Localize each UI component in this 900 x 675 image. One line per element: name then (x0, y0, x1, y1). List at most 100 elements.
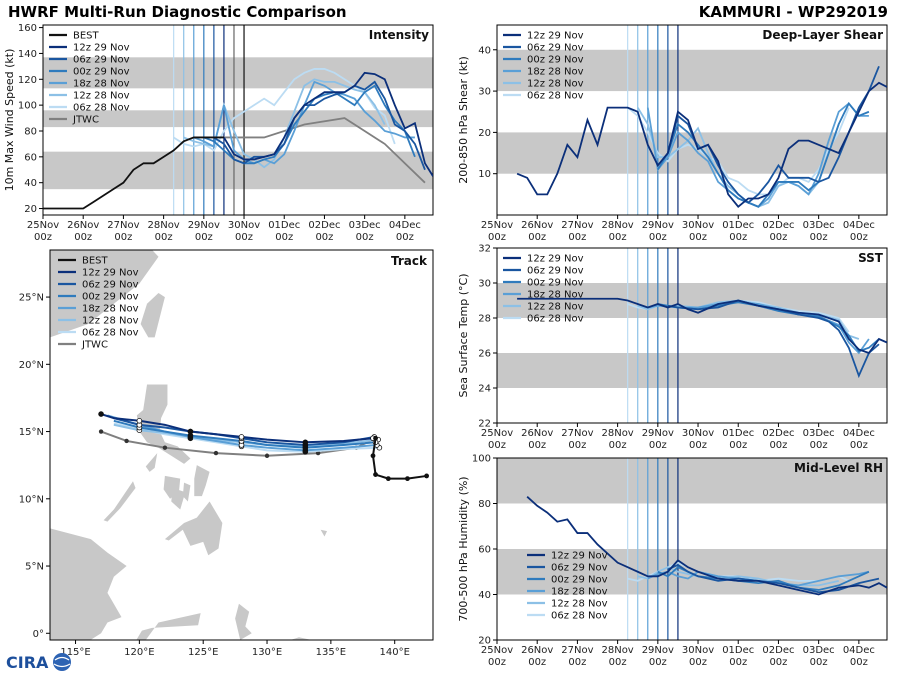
y-tick-label: 160 (18, 23, 37, 34)
shaded-band (497, 458, 887, 504)
x-tick-label: 00z (850, 440, 868, 451)
land-cebu (182, 482, 191, 502)
shaded-band (497, 353, 887, 388)
x-tick-label: 00z (649, 657, 667, 668)
x-tick-label: 29Nov (642, 428, 674, 439)
shaded-band (43, 151, 433, 190)
shaded-band (497, 49, 887, 92)
x-tick-label: 30Nov (682, 645, 714, 656)
legend-label: 06z 29 Nov (527, 266, 584, 277)
lon-tick-label: 130°E (252, 647, 282, 658)
y-tick-label: 20 (478, 128, 491, 139)
legend-label: BEST (73, 31, 100, 42)
panel-title: SST (858, 251, 884, 265)
model-track-point (136, 417, 143, 424)
x-tick-label: 04Dec (389, 220, 421, 231)
x-tick-label: 27Nov (561, 220, 593, 231)
x-tick-label: 00z (568, 440, 586, 451)
best-track (371, 438, 427, 480)
page-title: HWRF Multi-Run Diagnostic Comparison (8, 3, 347, 21)
legend-label: 00z 29 Nov (527, 278, 584, 289)
legend-label: 12z 29 Nov (551, 551, 608, 562)
y-tick-label: 24 (478, 384, 491, 395)
lon-tick-label: 120°E (124, 647, 154, 658)
model-track-3 (107, 414, 377, 452)
y-tick-label: 120 (18, 75, 37, 86)
plot-frame (42, 24, 434, 216)
x-tick-label: 04Dec (843, 220, 875, 231)
shaded-band (497, 549, 887, 595)
legend-label: 12z 29 Nov (82, 268, 139, 279)
land-palawan (103, 481, 136, 522)
land-halmahera (235, 603, 252, 640)
x-tick-label: 25Nov (481, 428, 513, 439)
land-luzon (136, 384, 191, 464)
best-track-point (373, 435, 378, 441)
cira-logo-text: CIRA (6, 653, 49, 672)
jtwc-track-point (124, 438, 129, 444)
shaded-band (497, 132, 887, 174)
x-tick-label: 27Nov (107, 220, 139, 231)
x-tick-label: 03Dec (803, 645, 835, 656)
x-tick-label: 30Nov (682, 220, 714, 231)
x-tick-label: 00z (235, 232, 253, 243)
y-tick-label: 20 (24, 204, 37, 215)
x-tick-label: 00z (649, 232, 667, 243)
x-tick-label: 00z (810, 440, 828, 451)
model-track-4 (113, 423, 379, 448)
land-mindoro (145, 453, 158, 472)
series-group (516, 65, 887, 209)
panel-shear: 1020304025Nov00z26Nov00z27Nov00z28Nov00z… (457, 24, 888, 243)
x-tick-label: 00z (488, 440, 506, 451)
x-tick-label: 29Nov (188, 220, 220, 231)
land-palau (320, 529, 328, 537)
shaded-band (497, 283, 887, 318)
shaded-band (43, 110, 433, 128)
x-tick-label: 26Nov (521, 220, 553, 231)
y-tick-label: 26 (478, 349, 491, 360)
legend-label: 18z 28 Nov (82, 304, 139, 315)
x-tick-label: 03Dec (349, 220, 381, 231)
x-tick-label: 00z (396, 232, 414, 243)
panel-title: Track (391, 254, 428, 268)
x-tick-label: 00z (769, 657, 787, 668)
series-line-0 (223, 71, 433, 177)
legend-label: 00z 29 Nov (527, 55, 584, 66)
y-tick-label: 30 (478, 279, 491, 290)
legend-label: 06z 29 Nov (73, 55, 130, 66)
best-track-point (424, 473, 430, 479)
model-track-point (302, 439, 309, 446)
legend-label: 12z 28 Nov (527, 302, 584, 313)
x-tick-label: 00z (689, 657, 707, 668)
jtwc-track-point (162, 445, 168, 450)
model-track-point (238, 434, 245, 440)
x-tick-label: 00z (155, 232, 173, 243)
x-tick-label: 00z (729, 232, 747, 243)
series-group (517, 297, 887, 379)
x-tick-label: 00z (275, 232, 293, 243)
y-axis-label: 700-500 hPa Humidity (%) (457, 476, 470, 621)
best-track-line (43, 136, 224, 210)
land-taiwan (140, 293, 165, 338)
best-track-point (373, 472, 378, 477)
land-negros (171, 488, 186, 510)
x-tick-label: 00z (114, 232, 132, 243)
legend-label: 06z 28 Nov (82, 328, 139, 339)
x-tick-label: 02Dec (762, 645, 794, 656)
x-tick-label: 00z (850, 232, 868, 243)
legend-label: 18z 28 Nov (73, 79, 130, 90)
x-tick-label: 00z (195, 232, 213, 243)
x-tick-label: 00z (729, 657, 747, 668)
series-line-2 (657, 566, 870, 591)
legend-label: 18z 28 Nov (527, 67, 584, 78)
x-tick-label: 27Nov (561, 645, 593, 656)
x-tick-label: 30Nov (228, 220, 260, 231)
x-tick-label: 00z (528, 657, 546, 668)
legend-label: BEST (82, 256, 109, 267)
lat-tick-label: 0° (33, 629, 44, 640)
panel-title: Deep-Layer Shear (762, 28, 883, 42)
land-new-guinea (290, 637, 312, 640)
y-tick-label: 30 (478, 87, 491, 98)
land-borneo (50, 528, 127, 640)
